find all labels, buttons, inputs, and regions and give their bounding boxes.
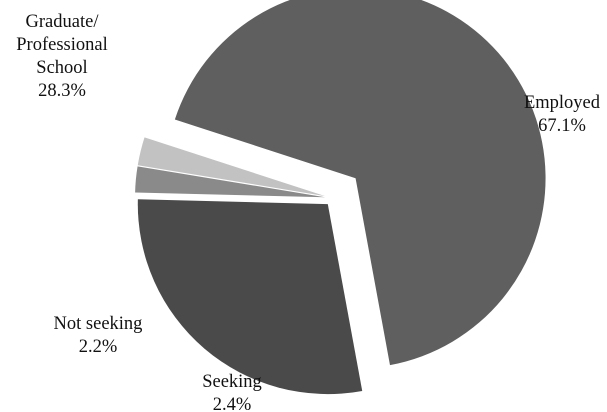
pie-slice-graduate-professional-school xyxy=(137,199,363,395)
slice-name-graduate-professional-school: Professional xyxy=(16,35,107,55)
pie-slices xyxy=(135,0,546,395)
slice-label-employed: Employed 67.1% xyxy=(524,93,601,136)
pie-slice-employed xyxy=(174,0,546,366)
slice-name-seeking: Seeking xyxy=(202,372,262,392)
slice-label-not-seeking: Not seeking 2.2% xyxy=(54,314,143,357)
slice-value-not-seeking: 2.2% xyxy=(79,337,118,357)
slice-name-graduate-professional-school: School xyxy=(36,58,87,78)
slice-name-not-seeking: Not seeking xyxy=(54,314,143,334)
slice-name-employed: Employed xyxy=(524,93,601,113)
slice-value-seeking: 2.4% xyxy=(213,395,252,412)
slice-value-graduate-professional-school: 28.3% xyxy=(38,81,86,101)
pie-slice-seeking xyxy=(137,137,326,197)
slice-value-employed: 67.1% xyxy=(538,116,586,136)
slice-name-graduate-professional-school: Graduate/ xyxy=(26,12,100,32)
slice-label-seeking: Seeking 2.4% xyxy=(202,372,262,412)
pie-labels: Employed 67.1% Graduate/Professional School… xyxy=(16,12,601,412)
pie-slice-not-seeking xyxy=(135,166,326,198)
slice-label-graduate-professional-school: Graduate/Professional School 28.3% xyxy=(16,12,107,101)
